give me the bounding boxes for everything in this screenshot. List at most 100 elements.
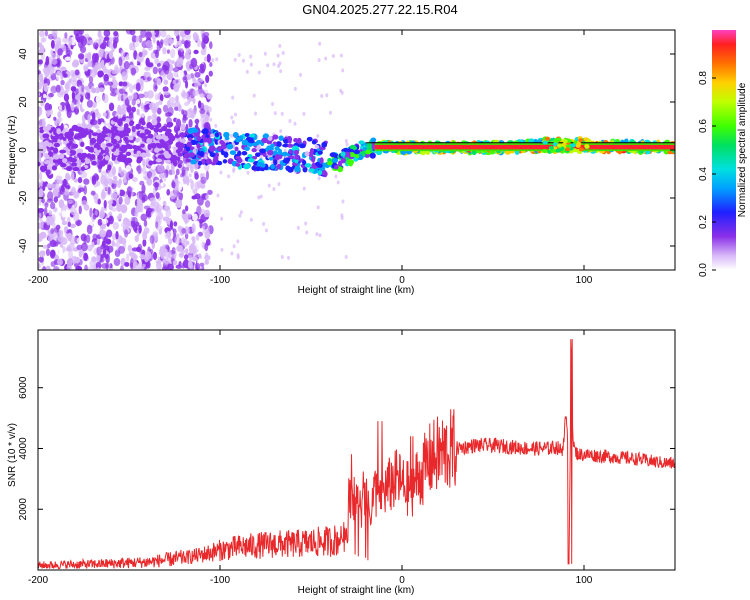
spectrogram-cell — [252, 93, 256, 98]
spectrogram-cell — [139, 249, 146, 255]
spectrogram-cell — [44, 102, 51, 112]
spectrogram-cell — [104, 136, 112, 141]
spectrogram-cell — [181, 228, 187, 234]
spectrogram-cell — [178, 252, 184, 258]
spectrogram-cell — [75, 33, 80, 41]
spectrogram-cell — [340, 157, 346, 164]
spectrogram-cell — [329, 110, 333, 115]
spectrogram-cell — [151, 160, 157, 165]
spectrogram-cell — [112, 116, 119, 122]
colorbar-ticks: 0.0 0.2 0.4 0.6 0.8 — [698, 71, 716, 277]
spectrogram-cell — [87, 147, 95, 153]
snr-x-label: Height of straight line (km) — [298, 585, 415, 596]
spectrogram-cell — [58, 229, 64, 237]
spectrogram-cell — [45, 169, 51, 175]
spectrogram-cell — [293, 86, 297, 91]
spectrogram-cell — [46, 198, 54, 203]
spectrogram-cell — [337, 166, 344, 173]
spectrogram-cell — [107, 186, 111, 195]
spectrogram-cell — [77, 131, 83, 139]
spectrogram-cell — [189, 264, 194, 270]
colorbar-tick-label: 0.0 — [698, 263, 709, 277]
spectrogram-cell — [61, 69, 66, 77]
snr-y-tick-label: 6000 — [18, 376, 29, 399]
spectrogram-cell — [192, 188, 198, 195]
spectrogram-cell — [346, 159, 354, 166]
spectrogram-cell — [168, 251, 172, 260]
spectrogram-cell — [188, 119, 193, 128]
spectrogram-cell — [84, 158, 91, 165]
spectrogram-cell — [183, 238, 188, 248]
spectrogram-cell — [219, 170, 223, 175]
spectrogram-cell — [57, 258, 63, 266]
spectrogram-cell — [62, 137, 67, 141]
spectrogram-cell — [53, 142, 60, 148]
spectrogram-cell — [333, 164, 339, 170]
spectrogram-cell — [570, 143, 576, 148]
spectrogram-cell — [277, 64, 281, 69]
spectrogram-cell — [99, 229, 107, 238]
spectrogram-cell — [160, 30, 167, 38]
spectrogram-cell — [168, 169, 174, 176]
spectrogram-cell — [84, 216, 89, 226]
spectrogram-cell — [94, 152, 100, 157]
spectrogram-cell — [53, 147, 59, 154]
spectrogram-cell — [128, 251, 135, 257]
spectrogram-cell — [38, 70, 42, 75]
spectrogram-cell — [149, 197, 157, 203]
spectrogram-cell — [80, 36, 87, 47]
spectrogram-cell — [70, 207, 77, 216]
spectrogram-cell — [125, 165, 132, 172]
spectrogram-cell — [116, 156, 124, 162]
spectrogram-cell — [325, 93, 329, 98]
spectrogram-cell — [204, 252, 209, 258]
spectrogram-cell — [166, 49, 170, 54]
spectrogram-cell — [69, 223, 77, 229]
spectrogram-cell — [46, 142, 53, 148]
spectrogram-cell — [177, 39, 183, 47]
spectrogram-cell — [173, 36, 178, 46]
spectrogram-cell — [175, 233, 180, 238]
spectrogram-cell — [65, 166, 73, 172]
spectrogram-cell — [191, 195, 197, 200]
spectrogram-cell — [149, 234, 155, 244]
spectrogram-cell — [271, 102, 275, 107]
spectrogram-cell — [142, 165, 146, 175]
spectrogram-cell — [38, 256, 44, 263]
spectrogram-cell — [542, 140, 548, 145]
spectrogram-cell — [39, 129, 44, 134]
spectrogram-cell — [177, 69, 184, 79]
spectrogram-cell — [108, 177, 113, 186]
spectrogram-cell — [156, 40, 160, 46]
spectrogram-cell — [168, 138, 174, 145]
spectrogram-cell — [222, 159, 228, 164]
spectrogram-cell — [77, 53, 85, 60]
spectrogram-cell — [112, 175, 118, 181]
spectrogram-cell — [135, 137, 140, 142]
spectrogram-cell — [99, 149, 106, 154]
spectrogram-cell — [107, 81, 114, 86]
spectrogram-cell — [182, 209, 186, 215]
spectrogram-cell — [208, 145, 216, 152]
spectrogram-cell — [294, 165, 301, 173]
spectrogram-cell — [267, 136, 273, 141]
spectrogram-cell — [87, 244, 93, 252]
spectrogram-cell — [182, 76, 188, 83]
spectrogram-cell — [266, 139, 273, 145]
spectrogram-cell — [117, 108, 122, 115]
spectrogram-cell — [39, 165, 47, 172]
spectrogram-cell — [281, 151, 288, 157]
spectrogram-cell — [352, 146, 358, 151]
spectrogram-cell — [203, 163, 210, 171]
spectrogram-x-tick-label: 100 — [576, 275, 593, 286]
spectrogram-cell — [180, 123, 186, 131]
spectrogram-cell — [369, 152, 376, 159]
spectrogram-cell — [209, 61, 213, 67]
spectrogram-cell — [143, 91, 149, 99]
spectrogram-cell — [53, 134, 59, 141]
spectrogram-cell — [274, 146, 280, 151]
spectrogram-cell — [38, 262, 41, 269]
spectrogram-cell — [162, 200, 167, 207]
spectrogram-y-tick-label: -20 — [18, 190, 29, 205]
spectrogram-cells — [38, 30, 675, 270]
